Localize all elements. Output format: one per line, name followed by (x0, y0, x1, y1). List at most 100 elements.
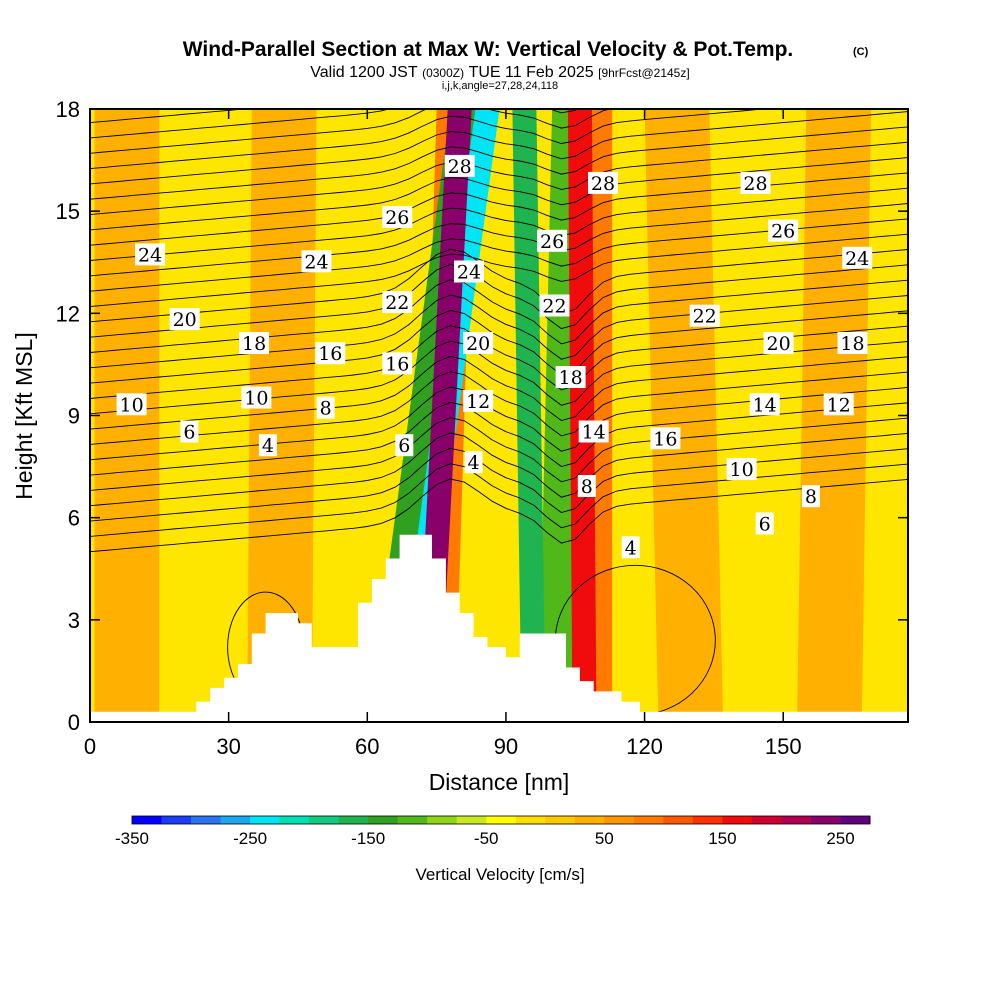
contour-label: 24 (842, 246, 873, 270)
contour-label-text: 12 (466, 391, 490, 413)
contour-label-text: 20 (173, 309, 197, 331)
colorbar-swatch (132, 816, 162, 824)
theta-contour (90, 279, 908, 353)
contour-label-text: 22 (385, 292, 409, 314)
theta-contour (90, 203, 908, 277)
theta-contour (90, 432, 908, 507)
contour-label: 28 (588, 171, 618, 195)
colorbar-swatch (840, 816, 871, 824)
theta-contour (90, 463, 908, 537)
colorbar-swatch (397, 816, 428, 824)
colorbar-tick-label: -150 (351, 829, 385, 848)
y-tick-label: 12 (56, 301, 80, 326)
contour-label-text: 16 (385, 353, 409, 375)
contour-label-text: 28 (448, 156, 472, 178)
contour-label-text: 10 (120, 394, 144, 416)
w-band (247, 109, 317, 722)
colorbar-swatch (663, 816, 694, 824)
contour-label: 4 (258, 434, 277, 457)
colorbar-swatch (250, 816, 281, 824)
contour-label-text: 26 (385, 207, 409, 229)
field-background (90, 109, 908, 722)
contour-label-text: 16 (318, 343, 342, 365)
theta-contour (90, 478, 908, 553)
contour-label: 26 (382, 206, 413, 229)
terrain (90, 534, 908, 722)
colorbar-tick-label: -250 (233, 829, 267, 848)
contour-label: 14 (578, 420, 609, 444)
contour-label-text: 24 (138, 244, 162, 266)
colorbar-swatch (309, 816, 340, 824)
contour-label-text: 28 (743, 173, 767, 195)
contour-label-text: 22 (693, 306, 717, 328)
subtitle-forecast: [9hrFcst@2145z] (598, 66, 690, 80)
theta-contour (90, 447, 908, 522)
colorbar-swatch (633, 816, 664, 824)
theta-contour (90, 141, 908, 216)
colorbar-tick-label: 250 (826, 829, 854, 848)
colorbar-swatch (220, 816, 251, 824)
x-tick-label: 150 (765, 734, 802, 759)
theta-contour (90, 309, 908, 384)
colorbar-swatch (486, 816, 517, 824)
theta-contour (90, 111, 908, 185)
colorbar-swatch (545, 816, 576, 824)
contour-label-text: 18 (559, 367, 583, 389)
contour-label: 16 (315, 342, 346, 365)
colorbar-tick-label: 150 (708, 829, 736, 848)
contour-labels: 4 6 10 10 8 18 16 16 20 22 24 24 26 28 24 20 12 4 6 26 28 22 1… (116, 154, 873, 559)
contour-label-text: 6 (759, 514, 771, 536)
theta-contour (90, 187, 908, 261)
contour-label: 24 (301, 250, 332, 273)
colorbar-swatch (191, 816, 221, 824)
subtitle-date: TUE 11 Feb 2025 (469, 64, 594, 81)
x-tick-label: 90 (494, 734, 518, 759)
contour-label: 20 (463, 332, 494, 355)
indices-line: i,j,k,angle=27,28,24,118 (442, 80, 558, 92)
contour-label: 22 (539, 294, 570, 318)
x-tick-label: 0 (84, 734, 96, 759)
contour-label-text: 18 (242, 333, 266, 355)
contour-label: 28 (444, 154, 475, 178)
contour-label: 10 (726, 458, 757, 481)
contour-label-text: 16 (653, 428, 677, 450)
y-tick-label: 6 (68, 506, 80, 531)
theta-contour (90, 248, 908, 323)
contour-label: 20 (169, 308, 200, 331)
contour-label-text: 26 (771, 221, 795, 243)
contour-label: 18 (837, 332, 868, 355)
theta-contour (90, 109, 579, 139)
contour-label-text: 14 (753, 394, 777, 416)
subtitle-utc: (0300Z) (422, 66, 464, 80)
x-tick-label: 120 (626, 734, 663, 759)
contour-label: 4 (464, 451, 483, 474)
contour-label: 10 (116, 393, 147, 416)
contour-label-text: 14 (582, 422, 606, 444)
colorbar-swatch (515, 816, 546, 824)
colorbar-label: Vertical Velocity [cm/s] (415, 865, 584, 884)
contour-label-text: 26 (540, 231, 564, 253)
copyright-mark: (C) (853, 46, 869, 58)
colorbar-swatch (574, 816, 605, 824)
contour-label: 18 (555, 366, 586, 389)
contour-label: 8 (316, 396, 335, 420)
w-band (567, 109, 597, 722)
colorbar-swatch (368, 816, 399, 824)
colorbar-tick-label: -50 (474, 829, 499, 848)
colorbar-swatch (456, 816, 487, 824)
contour-label-text: 8 (805, 486, 817, 508)
contour-label-text: 24 (304, 251, 328, 273)
theta-contour (90, 109, 769, 170)
y-tick-label: 0 (68, 710, 80, 735)
contour-label-text: 28 (591, 173, 615, 195)
contour-label: 12 (463, 389, 494, 413)
x-axis-label: Distance [nm] (429, 769, 570, 795)
contour-label: 6 (755, 512, 774, 536)
contour-label: 24 (454, 260, 484, 284)
w-band (644, 109, 724, 722)
contour-label-text: 18 (840, 333, 864, 355)
contour-label: 20 (763, 332, 794, 355)
colorbar-swatch (692, 816, 723, 824)
x-axis-ticks: 0 30 60 90 120 150 (84, 109, 802, 759)
